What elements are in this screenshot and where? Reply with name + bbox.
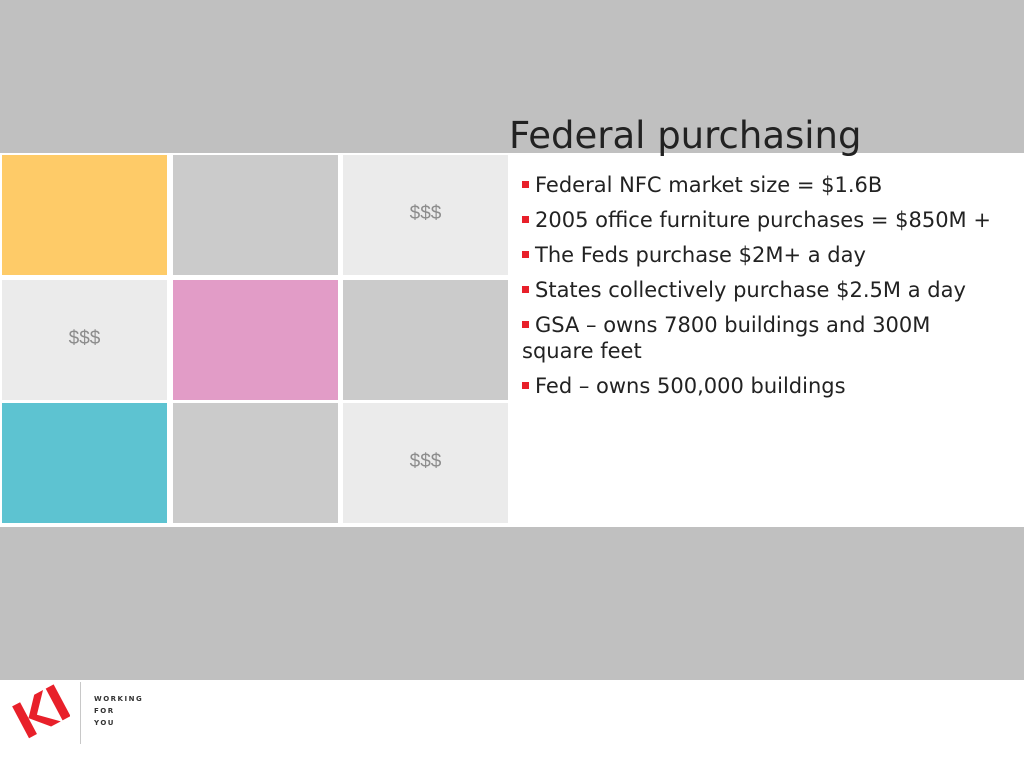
tagline-line: WORKING [94,695,144,703]
square-bullet-icon [522,181,529,188]
bullet-item: The Feds purchase $2M+ a day [522,242,1002,268]
bullet-item: Federal NFC market size = $1.6B [522,172,1002,198]
slide-title: Federal purchasing [509,114,862,157]
square-bullet-icon [522,286,529,293]
bullet-text: The Feds purchase $2M+ a day [535,243,866,267]
square-bullet-icon [522,251,529,258]
bullet-list: Federal NFC market size = $1.6B 2005 off… [522,172,1002,408]
grid-cell-9: $$$ [343,403,508,523]
grid-cell-6 [343,280,508,400]
bullet-text: States collectively purchase $2.5M a day [535,278,966,302]
bullet-text: Fed – owns 500,000 buildings [535,374,846,398]
square-bullet-icon [522,382,529,389]
grid-cell-3: $$$ [343,155,508,275]
tagline-line: FOR [94,707,115,715]
grid-cell-5 [173,280,338,400]
grid-cell-4: $$$ [2,280,167,400]
color-grid: $$$ $$$ $$$ [2,155,512,525]
square-bullet-icon [522,321,529,328]
grid-cell-2 [173,155,338,275]
bullet-text: 2005 office furniture purchases = $850M … [535,208,991,232]
tagline-line: YOU [94,719,115,727]
ki-logo [12,684,70,739]
bullet-text: Federal NFC market size = $1.6B [535,173,883,197]
bullet-text: GSA – owns 7800 buildings and 300M squar… [522,313,931,363]
bullet-item: GSA – owns 7800 buildings and 300M squar… [522,312,1002,364]
square-bullet-icon [522,216,529,223]
bullet-item: Fed – owns 500,000 buildings [522,373,1002,399]
bottom-gray-band [0,527,1024,680]
grid-cell-8 [173,403,338,523]
footer-tagline: WORKING FOR YOU [94,693,143,729]
top-gray-band [0,0,1024,153]
grid-cell-1 [2,155,167,275]
footer-divider [80,682,81,744]
grid-cell-7 [2,403,167,523]
bullet-item: 2005 office furniture purchases = $850M … [522,207,1002,233]
bullet-item: States collectively purchase $2.5M a day [522,277,1002,303]
